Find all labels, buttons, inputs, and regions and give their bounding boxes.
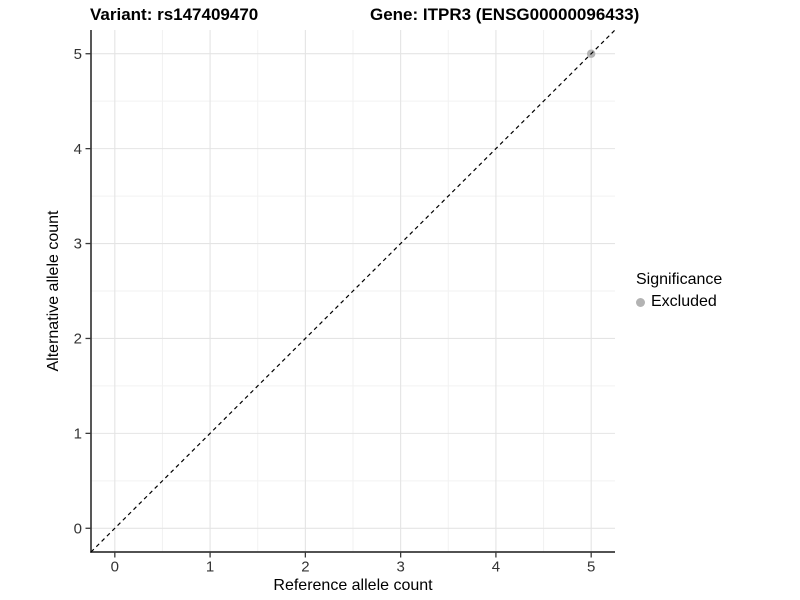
legend: Significance Excluded: [636, 271, 722, 311]
x-tick-label: 4: [492, 559, 500, 576]
x-tick-label: 5: [587, 559, 595, 576]
x-tick-label: 1: [206, 559, 214, 576]
y-tick-label: 1: [74, 426, 82, 443]
y-axis-title: Alternative allele count: [45, 210, 62, 372]
y-tick-label: 2: [74, 331, 82, 348]
y-tick-label: 5: [74, 46, 82, 63]
x-tick-label: 3: [396, 559, 404, 576]
gene-title: Gene: ITPR3 (ENSG00000096433): [370, 5, 640, 24]
x-axis-title: Reference allele count: [273, 577, 433, 594]
excluded-point-icon: [636, 297, 645, 307]
y-tick-label: 4: [74, 141, 82, 158]
x-tick-label: 2: [301, 559, 309, 576]
variant-title: Variant: rs147409470: [90, 5, 259, 24]
y-tick-label: 3: [74, 236, 82, 253]
identity-reference-line: [90, 29, 616, 553]
legend-title: Significance: [636, 271, 723, 288]
y-tick-label: 0: [74, 520, 82, 537]
legend-item-excluded: Excluded: [636, 293, 722, 311]
x-tick-label: 0: [111, 559, 119, 576]
legend-item-label: Excluded: [651, 293, 717, 310]
